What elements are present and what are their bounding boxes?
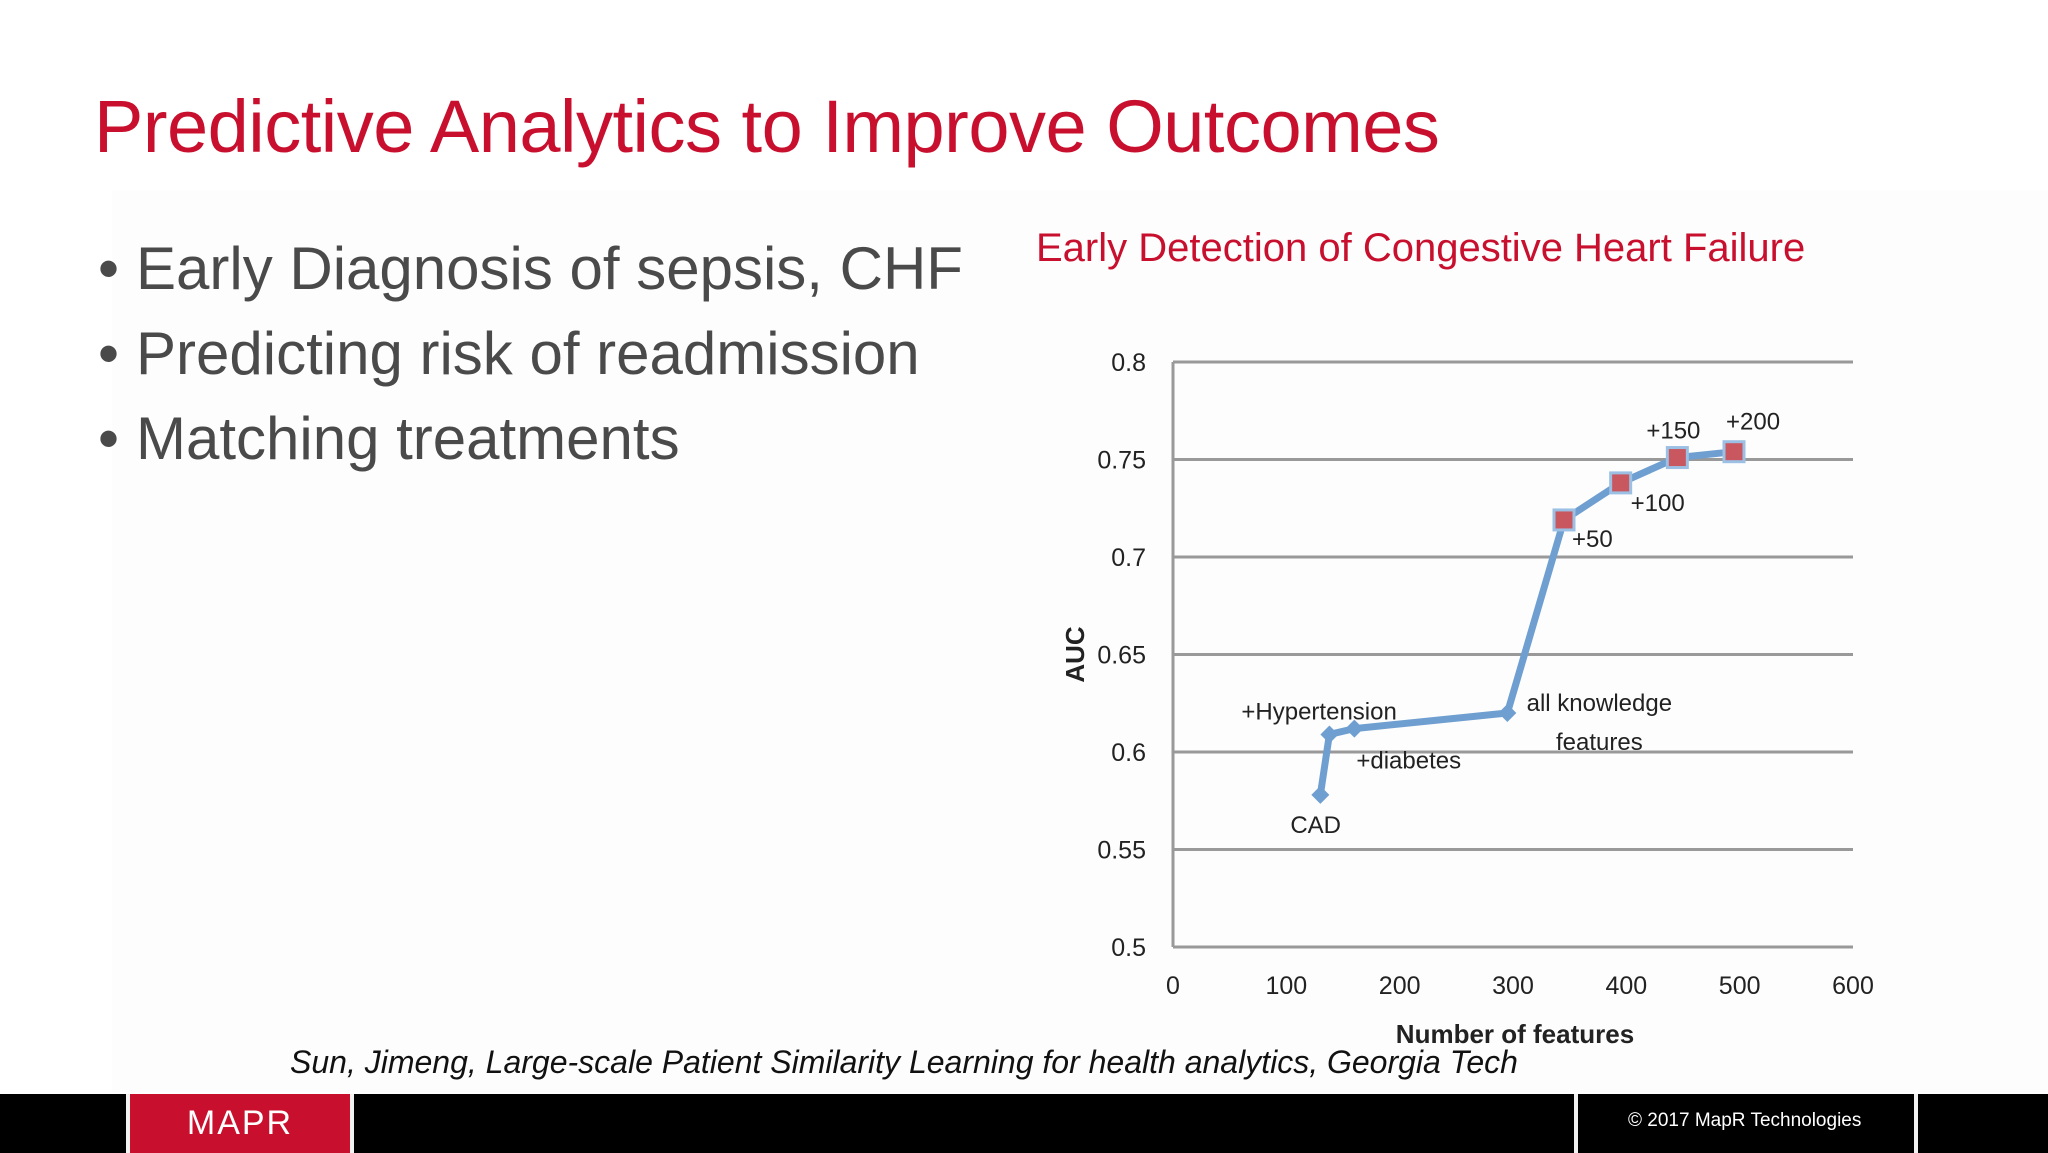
bullet-item: • Matching treatments [98, 405, 680, 472]
y-tick-label: 0.65 [1097, 642, 1146, 670]
footer-divider [1914, 1094, 1918, 1153]
y-tick-label: 0.75 [1097, 447, 1146, 475]
auc-line-chart: 0.5 0.55 0.6 0.65 0.7 0.75 0.8 0 100 200 300 400 500… [1060, 349, 1874, 1049]
point-label: +150 [1646, 418, 1700, 445]
logo-text: MAPR [186, 1104, 294, 1142]
y-tick-label: 0.6 [1111, 739, 1146, 767]
x-tick-label: 600 [1832, 972, 1874, 1000]
bullet-item: • Predicting risk of readmission [98, 320, 920, 387]
point-label: +Hypertension [1241, 698, 1396, 725]
point-label: CAD [1290, 812, 1341, 839]
bullet-text: Early Diagnosis of sepsis, CHF [136, 235, 963, 302]
x-tick-label: 400 [1605, 972, 1647, 1000]
citation: Sun, Jimeng, Large-scale Patient Similar… [290, 1044, 1518, 1080]
square-marker [1609, 471, 1633, 495]
square-marker [1552, 508, 1576, 532]
x-tick-label: 200 [1379, 972, 1421, 1000]
x-tick-label: 100 [1265, 972, 1307, 1000]
point-label: +100 [1631, 490, 1685, 517]
diamond-marker [1320, 725, 1339, 744]
diamond-marker [1311, 785, 1330, 804]
chart-title: Early Detection of Congestive Heart Fail… [1036, 226, 1806, 270]
y-tick-label: 0.5 [1111, 934, 1146, 962]
y-tick-label: 0.8 [1111, 349, 1146, 377]
bullet-text: Matching treatments [136, 405, 680, 472]
point-label: +50 [1572, 526, 1613, 553]
footer-divider [1574, 1094, 1578, 1153]
bullet-list: • Early Diagnosis of sepsis, CHF • Predict… [98, 226, 963, 481]
point-label: +200 [1726, 409, 1780, 436]
bullet-item: • Early Diagnosis of sepsis, CHF [98, 235, 963, 302]
logo-divider-left [126, 1094, 130, 1153]
point-label: features [1556, 729, 1643, 756]
x-tick-label: 0 [1166, 972, 1180, 1000]
diamond-marker [1345, 719, 1364, 738]
y-tick-label: 0.55 [1097, 837, 1146, 865]
slide-title: Predictive Analytics to Improve Outcomes [94, 85, 1440, 168]
point-label: +diabetes [1356, 748, 1461, 775]
point-label: all knowledge [1527, 690, 1672, 717]
logo-divider-right [350, 1094, 354, 1153]
mapr-logo: MAPR [130, 1094, 350, 1153]
copyright-text: © 2017 MapR Technologies [1628, 1110, 1862, 1131]
y-axis-title: AUC [1060, 626, 1090, 683]
square-marker [1722, 440, 1746, 464]
square-marker [1665, 446, 1689, 470]
diamond-marker [1498, 704, 1517, 722]
y-tick-label: 0.7 [1111, 544, 1146, 572]
bullet-text: Predicting risk of readmission [136, 320, 920, 387]
x-tick-label: 300 [1492, 972, 1534, 1000]
content-area [112, 190, 2048, 1092]
x-axis-title: Number of features [1396, 1019, 1634, 1049]
x-tick-label: 500 [1719, 972, 1761, 1000]
